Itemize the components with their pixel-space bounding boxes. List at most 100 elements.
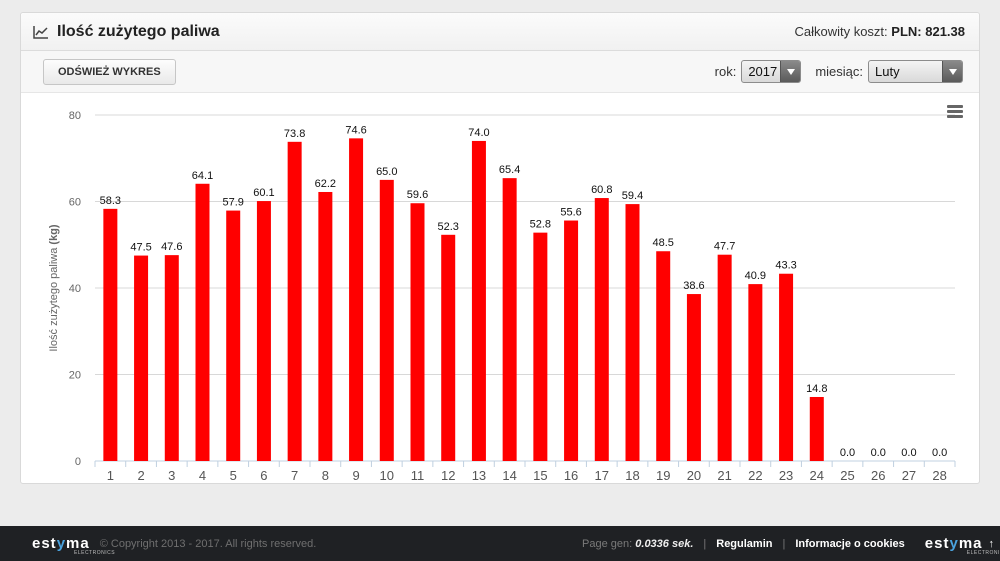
data-label: 73.8 (284, 128, 305, 140)
x-tick-label: 5 (230, 468, 237, 483)
scroll-up-icon[interactable]: ↑ (988, 537, 995, 550)
x-tick-label: 24 (810, 468, 824, 483)
x-tick-label: 16 (564, 468, 578, 483)
bar (349, 138, 364, 462)
x-tick-label: 2 (137, 468, 144, 483)
x-tick-label: 21 (717, 468, 731, 483)
page-title: Ilość zużytego paliwa (57, 22, 220, 40)
x-tick-label: 17 (595, 468, 609, 483)
x-tick-label: 23 (779, 468, 793, 483)
total-cost-value: PLN: 821.38 (891, 24, 965, 39)
regulamin-link[interactable]: Regulamin (716, 537, 773, 550)
data-label: 52.3 (438, 221, 459, 233)
data-label: 62.2 (315, 178, 336, 190)
filters: rok: 2017 miesiąc: Luty (715, 60, 963, 83)
cookies-link[interactable]: Informacje o cookies (795, 537, 905, 550)
bar (103, 208, 118, 461)
bar (287, 141, 302, 461)
x-tick-label: 18 (625, 468, 639, 483)
bar (226, 210, 241, 461)
y-tick-label: 20 (69, 370, 81, 382)
data-label: 38.6 (683, 280, 704, 292)
data-label: 14.8 (806, 383, 827, 395)
bar (686, 294, 701, 461)
data-label: 47.6 (161, 241, 182, 253)
x-tick-label: 26 (871, 468, 885, 483)
data-label: 64.1 (192, 170, 213, 182)
bar (502, 178, 517, 461)
bar (564, 220, 579, 461)
bar (594, 198, 609, 461)
x-tick-label: 6 (260, 468, 267, 483)
y-tick-label: 80 (69, 110, 81, 122)
data-label: 60.8 (591, 184, 612, 196)
bar (471, 140, 486, 461)
bar (195, 183, 210, 461)
year-label: rok: (714, 64, 737, 79)
bar (717, 254, 732, 461)
bar (625, 204, 640, 461)
x-tick-label: 19 (656, 468, 670, 483)
x-tick-label: 22 (748, 468, 762, 483)
data-label: 74.6 (345, 124, 366, 136)
x-tick-label: 8 (322, 468, 329, 483)
data-label: 47.7 (714, 241, 735, 253)
data-label: 58.3 (100, 195, 121, 207)
x-tick-label: 7 (291, 468, 298, 483)
panel-title: Ilość zużytego paliwa (33, 23, 220, 41)
month-select[interactable]: Luty (868, 60, 963, 83)
y-tick-label: 0 (75, 456, 81, 468)
page-gen: Page gen: 0.0336 sek. (582, 537, 694, 550)
y-tick-label: 60 (69, 197, 81, 209)
data-label: 0.0 (901, 447, 916, 459)
month-select-value: Luty (875, 64, 900, 79)
data-label: 60.1 (253, 187, 274, 199)
x-tick-label: 25 (840, 468, 854, 483)
year-select-value: 2017 (748, 64, 778, 79)
refresh-chart-button[interactable]: ODŚWIEŻ WYKRES (43, 58, 176, 85)
chevron-down-icon (780, 61, 801, 82)
bar (656, 251, 671, 461)
bar (164, 255, 179, 461)
copyright-text: © Copyright 2013 - 2017. All rights rese… (99, 537, 317, 550)
x-tick-label: 11 (411, 468, 425, 483)
y-axis-title: Ilość zużytego paliwa (kg) (48, 224, 60, 352)
total-cost-label: Całkowity koszt: (794, 24, 888, 39)
x-tick-label: 13 (472, 468, 486, 483)
bar (748, 284, 763, 461)
x-tick-label: 20 (687, 468, 701, 483)
data-label: 74.0 (468, 127, 489, 139)
data-label: 0.0 (871, 447, 886, 459)
x-tick-label: 28 (932, 468, 946, 483)
data-label: 47.5 (130, 242, 151, 254)
hamburger-menu-icon[interactable] (947, 105, 963, 119)
month-label: miesiąc: (815, 64, 863, 79)
bar (256, 201, 271, 461)
x-tick-label: 1 (107, 468, 114, 483)
x-tick-label: 14 (502, 468, 516, 483)
bar (533, 232, 548, 461)
x-tick-label: 3 (168, 468, 175, 483)
data-label: 40.9 (745, 270, 766, 282)
x-tick-label: 12 (441, 468, 455, 483)
bar (379, 179, 394, 461)
estyma-logo: estyma ELECTRONICS (32, 535, 116, 556)
bar (779, 273, 794, 461)
data-label: 43.3 (775, 260, 796, 272)
x-tick-label: 27 (902, 468, 916, 483)
data-label: 57.9 (223, 197, 244, 209)
data-label: 52.8 (530, 219, 551, 231)
bar (441, 234, 456, 461)
total-cost: Całkowity koszt: PLN: 821.38 (794, 24, 965, 39)
data-label: 65.0 (376, 166, 397, 178)
estyma-logo-right: estyma ELECTRONICS (924, 535, 1000, 556)
data-label: 0.0 (840, 447, 855, 459)
fuel-panel: Ilość zużytego paliwa Całkowity koszt: P… (20, 12, 980, 484)
fuel-bar-chart: 0 20 40 60 80 Ilość zużytego paliwa (kg) 58.3 1… (48, 110, 956, 483)
bar (809, 396, 824, 461)
data-label: 48.5 (653, 237, 674, 249)
chart-area: 0 20 40 60 80 Ilość zużytego paliwa (kg) 58.3 1… (21, 93, 979, 483)
year-select[interactable]: 2017 (741, 60, 802, 83)
line-chart-icon (33, 25, 48, 39)
data-label: 65.4 (499, 164, 520, 176)
